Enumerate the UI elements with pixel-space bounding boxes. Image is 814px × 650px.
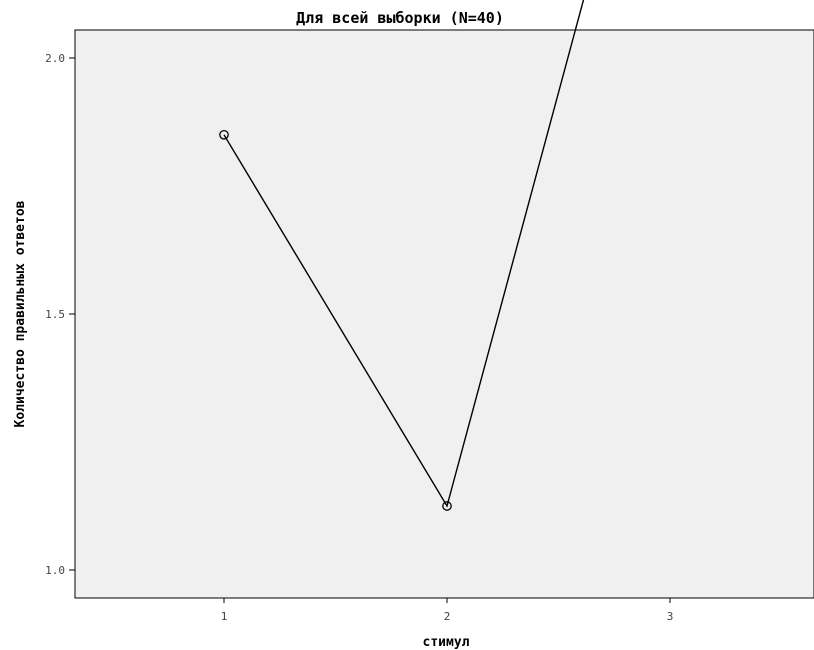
x-axis-title: стимул (423, 635, 470, 650)
x-tick-label: 1 (221, 610, 228, 623)
x-tick-label: 3 (667, 610, 674, 623)
series-line (223, 0, 585, 508)
y-tick-label: 2.0 (45, 52, 65, 65)
plot-area (74, 29, 814, 599)
data-point-1 (219, 129, 229, 140)
x-axis: 1 2 3 (221, 598, 674, 623)
y-tick-label: 1.5 (45, 308, 65, 321)
y-axis: 1.01.52.02.53.0 (45, 52, 75, 577)
y-axis-title: Количество правильных ответов (13, 200, 28, 427)
y-tick-label: 1.0 (45, 564, 65, 577)
series-layer (219, 0, 585, 511)
data-point-2 (442, 501, 452, 511)
x-tick-label: 2 (444, 610, 451, 623)
chart-title: Для всей выборки (N=40) (296, 9, 504, 27)
